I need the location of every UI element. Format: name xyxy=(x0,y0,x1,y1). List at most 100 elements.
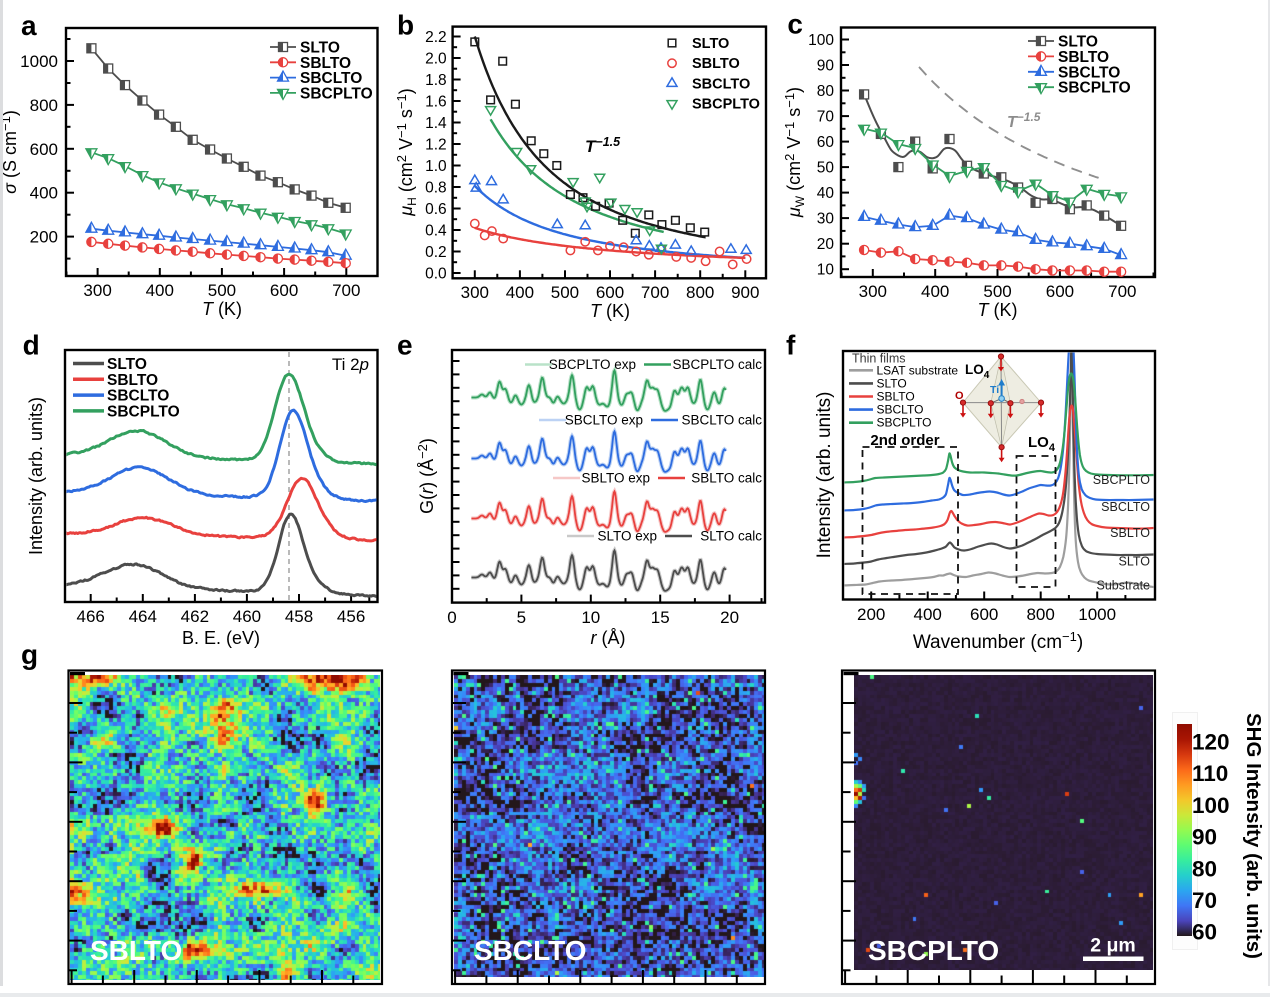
svg-text:SBLTO: SBLTO xyxy=(1058,49,1109,66)
svg-text:LO4: LO4 xyxy=(965,362,990,381)
svg-text:100: 100 xyxy=(808,32,834,49)
svg-text:90: 90 xyxy=(1192,825,1217,850)
svg-text:466: 466 xyxy=(77,607,105,626)
svg-text:T (K): T (K) xyxy=(202,299,242,319)
svg-text:800: 800 xyxy=(30,96,58,115)
svg-text:400: 400 xyxy=(146,281,174,300)
svg-text:SBLTO: SBLTO xyxy=(300,55,351,72)
svg-text:SLTO: SLTO xyxy=(1058,34,1098,51)
svg-text:a: a xyxy=(21,10,37,41)
svg-text:SLTO: SLTO xyxy=(107,356,147,373)
svg-text:1.4: 1.4 xyxy=(425,115,447,132)
svg-text:SLTO: SLTO xyxy=(300,40,340,57)
svg-text:g: g xyxy=(21,639,38,670)
svg-text:SBCLTO calc: SBCLTO calc xyxy=(681,413,762,428)
svg-text:1.0: 1.0 xyxy=(425,158,447,175)
svg-text:SBCLTO: SBCLTO xyxy=(877,403,924,417)
svg-text:400: 400 xyxy=(921,282,949,301)
svg-text:300: 300 xyxy=(83,281,111,300)
svg-text:SBLTO: SBLTO xyxy=(90,935,182,966)
svg-text:LO4: LO4 xyxy=(1028,434,1056,454)
svg-text:SBLTO: SBLTO xyxy=(1110,526,1150,540)
svg-text:SLTO exp: SLTO exp xyxy=(597,529,657,544)
svg-text:σ (S cm−1): σ (S cm−1) xyxy=(0,110,20,194)
svg-text:200: 200 xyxy=(857,605,885,624)
svg-text:SBCLTO exp: SBCLTO exp xyxy=(565,413,643,428)
svg-text:800: 800 xyxy=(1026,605,1054,624)
svg-text:460: 460 xyxy=(233,607,261,626)
svg-text:2 μm: 2 μm xyxy=(1090,935,1136,957)
svg-text:SBCLTO: SBCLTO xyxy=(474,935,587,966)
svg-text:SBCLTO: SBCLTO xyxy=(300,70,362,87)
svg-text:200: 200 xyxy=(30,228,58,247)
svg-text:T (K): T (K) xyxy=(978,300,1018,320)
svg-text:10: 10 xyxy=(817,262,835,279)
svg-text:70: 70 xyxy=(1192,888,1217,913)
svg-text:456: 456 xyxy=(337,607,365,626)
svg-text:μW (cm2 V−1 s−1): μW (cm2 V−1 s−1) xyxy=(782,87,807,218)
svg-text:SBCLTO: SBCLTO xyxy=(1101,500,1150,514)
svg-text:400: 400 xyxy=(914,605,942,624)
svg-text:0.8: 0.8 xyxy=(425,180,447,197)
svg-text:SBCPLTO: SBCPLTO xyxy=(877,416,932,430)
svg-text:464: 464 xyxy=(129,607,157,626)
svg-text:Ti 2p: Ti 2p xyxy=(332,355,369,374)
svg-text:Thin films: Thin films xyxy=(852,352,905,366)
svg-text:100: 100 xyxy=(1192,793,1230,818)
svg-text:700: 700 xyxy=(1108,282,1136,301)
svg-text:SBLTO: SBLTO xyxy=(107,372,158,389)
svg-text:e: e xyxy=(397,330,413,361)
svg-text:1000: 1000 xyxy=(1078,605,1116,624)
svg-text:0.4: 0.4 xyxy=(425,223,447,240)
svg-text:SLTO: SLTO xyxy=(1119,555,1151,569)
svg-text:SBLTO calc: SBLTO calc xyxy=(691,471,762,486)
svg-text:15: 15 xyxy=(651,608,670,627)
svg-text:Wavenumber (cm−1): Wavenumber (cm−1) xyxy=(913,629,1083,653)
svg-text:B. E. (eV): B. E. (eV) xyxy=(182,628,260,648)
svg-text:SHG Intensity (arb. units): SHG Intensity (arb. units) xyxy=(1242,713,1265,959)
svg-text:f: f xyxy=(786,330,796,361)
svg-text:500: 500 xyxy=(208,281,236,300)
svg-text:SBLTO: SBLTO xyxy=(877,390,915,404)
svg-text:80: 80 xyxy=(817,83,835,100)
svg-text:1.2: 1.2 xyxy=(425,137,447,154)
svg-text:T−1.5: T−1.5 xyxy=(585,135,621,156)
svg-text:1.8: 1.8 xyxy=(425,72,447,89)
svg-text:SBCPLTO: SBCPLTO xyxy=(1093,473,1150,487)
svg-text:0.0: 0.0 xyxy=(425,266,447,283)
svg-text:40: 40 xyxy=(817,185,835,202)
svg-text:SBCLTO: SBCLTO xyxy=(1058,64,1120,81)
svg-text:458: 458 xyxy=(285,607,313,626)
svg-text:1000: 1000 xyxy=(20,52,58,71)
svg-text:600: 600 xyxy=(270,281,298,300)
svg-text:SLTO calc: SLTO calc xyxy=(700,529,762,544)
svg-text:SBCPLTO calc: SBCPLTO calc xyxy=(672,357,762,372)
svg-text:30: 30 xyxy=(817,211,835,228)
svg-text:SBCPLTO: SBCPLTO xyxy=(868,935,999,966)
svg-text:SLTO: SLTO xyxy=(692,36,729,52)
svg-text:600: 600 xyxy=(30,140,58,159)
svg-text:SBCLTO: SBCLTO xyxy=(692,76,750,92)
svg-text:0.2: 0.2 xyxy=(425,244,447,261)
svg-text:500: 500 xyxy=(983,282,1011,301)
svg-text:80: 80 xyxy=(1192,856,1217,881)
svg-text:LSAT substrate: LSAT substrate xyxy=(877,363,959,377)
svg-text:1.6: 1.6 xyxy=(425,94,447,111)
svg-text:SBCPLTO: SBCPLTO xyxy=(107,403,180,420)
svg-text:SBCPLTO: SBCPLTO xyxy=(300,85,373,102)
svg-text:SBCPLTO: SBCPLTO xyxy=(1058,80,1131,97)
svg-text:700: 700 xyxy=(332,281,360,300)
svg-text:700: 700 xyxy=(641,283,669,302)
svg-text:μH (cm2 V−1 s−1): μH (cm2 V−1 s−1) xyxy=(394,88,419,216)
svg-text:60: 60 xyxy=(817,134,835,151)
svg-text:SBCPLTO exp: SBCPLTO exp xyxy=(549,357,636,372)
svg-text:500: 500 xyxy=(551,283,579,302)
svg-text:600: 600 xyxy=(1046,282,1074,301)
svg-text:110: 110 xyxy=(1192,761,1228,786)
svg-text:120: 120 xyxy=(1192,730,1230,755)
svg-text:Intensity (arb. units): Intensity (arb. units) xyxy=(814,392,835,559)
svg-text:300: 300 xyxy=(461,283,489,302)
svg-text:20: 20 xyxy=(720,608,739,627)
svg-text:600: 600 xyxy=(596,283,624,302)
svg-text:Ti: Ti xyxy=(990,384,999,396)
